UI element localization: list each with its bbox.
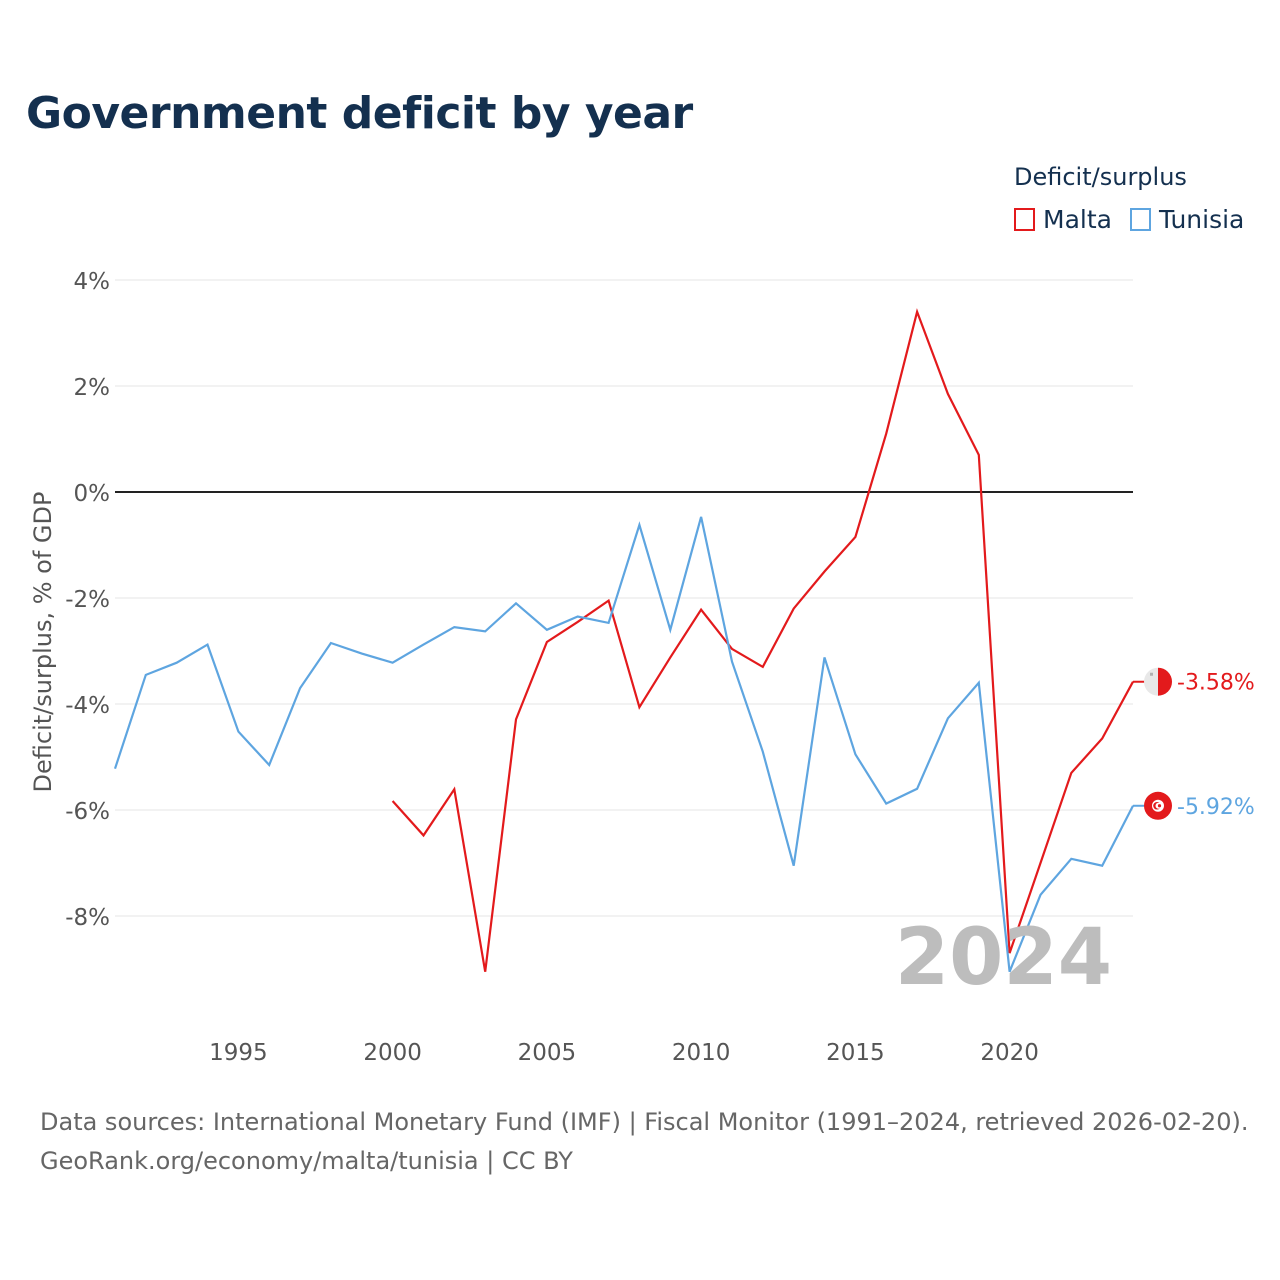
data-point-malta [545, 640, 549, 644]
data-point-malta [1069, 771, 1073, 775]
data-point-tunisia [113, 767, 117, 771]
data-point-tunisia [545, 628, 549, 632]
data-point-tunisia [884, 802, 888, 806]
x-tick-label: 2005 [518, 1040, 577, 1066]
end-label-malta: -3.58% [1177, 671, 1255, 696]
y-tick-label: -6% [65, 799, 110, 825]
series-layer [113, 308, 1134, 974]
legend-swatch-tunisia [1129, 208, 1151, 231]
x-tick-label: 1995 [209, 1040, 268, 1066]
legend-label-tunisia: Tunisia [1158, 205, 1245, 234]
data-point-malta [422, 833, 426, 837]
data-point-malta [576, 620, 580, 624]
data-point-tunisia [144, 673, 148, 677]
data-point-tunisia [1100, 864, 1104, 868]
data-point-malta [761, 665, 765, 669]
data-point-malta [452, 787, 456, 791]
data-point-malta [483, 970, 487, 974]
data-point-tunisia [607, 621, 611, 625]
data-point-tunisia [175, 661, 179, 665]
data-point-malta [668, 655, 672, 659]
series-line-tunisia [113, 516, 1134, 973]
data-point-malta [1039, 861, 1043, 865]
data-point-tunisia [946, 716, 950, 720]
data-point-tunisia [236, 730, 240, 734]
y-axis-label: Deficit/surplus, % of GDP [29, 492, 57, 793]
legend-title: Deficit/surplus [1014, 163, 1187, 191]
series-line-malta [391, 308, 1134, 972]
data-point-tunisia [298, 686, 302, 690]
grid-layer [115, 279, 1133, 917]
data-point-malta [823, 570, 827, 574]
legend: Malta Tunisia [1014, 205, 1244, 234]
data-point-tunisia [422, 643, 426, 647]
year-watermark: 2024 [895, 913, 1112, 1003]
y-tick-label: -8% [65, 905, 110, 931]
data-point-tunisia [915, 787, 919, 791]
tunisia-flag-star [1157, 804, 1162, 808]
data-point-tunisia [329, 641, 333, 645]
data-point-malta [699, 608, 703, 612]
data-point-tunisia [452, 625, 456, 629]
x-tick-label: 2015 [826, 1040, 885, 1066]
data-point-tunisia [1039, 893, 1043, 897]
y-tick-label: -4% [65, 693, 110, 719]
x-tick-label: 2000 [363, 1040, 422, 1066]
data-point-tunisia [514, 601, 518, 605]
footer-sources: Data sources: International Monetary Fun… [40, 1108, 1249, 1136]
data-point-malta [884, 432, 888, 436]
data-point-tunisia [761, 750, 765, 754]
legend-label-malta: Malta [1043, 205, 1112, 234]
data-point-tunisia [576, 615, 580, 619]
data-point-malta [514, 717, 518, 721]
legend-item-malta[interactable]: Malta [1014, 205, 1112, 234]
footer-attribution: GeoRank.org/economy/malta/tunisia | CC B… [40, 1147, 573, 1175]
end-label-tunisia: -5.92% [1177, 795, 1255, 820]
y-tick-label: 2% [74, 375, 111, 401]
data-point-malta [915, 310, 919, 314]
data-point-malta [946, 392, 950, 396]
malta-flag-cross [1150, 672, 1153, 676]
data-point-malta [853, 535, 857, 539]
data-point-tunisia [977, 681, 981, 685]
data-point-tunisia [823, 655, 827, 659]
data-point-malta [977, 453, 981, 457]
x-tick-label: 2020 [980, 1040, 1039, 1066]
data-point-malta [637, 705, 641, 709]
legend-item-tunisia[interactable]: Tunisia [1129, 205, 1245, 234]
label-layer: 2024 -3.58% -5.92% [895, 667, 1255, 1003]
data-point-tunisia [267, 763, 271, 767]
malta-flag-red [1158, 667, 1172, 696]
data-point-tunisia [792, 864, 796, 868]
legend-swatch-malta [1014, 208, 1035, 231]
x-tick-label: 2010 [672, 1040, 731, 1066]
chart-title: Government deficit by year [26, 88, 693, 139]
y-tick-label: -2% [65, 587, 110, 613]
tunisia-flag-icon [1144, 791, 1172, 820]
data-point-malta [792, 607, 796, 611]
data-point-tunisia [360, 652, 364, 656]
data-point-malta [607, 599, 611, 603]
data-point-malta [1100, 737, 1104, 741]
axis-layer: 4% 2% 0% -2% -4% -6% -8% 1995 2000 2005 2010 2015 20… [29, 269, 1039, 1066]
data-point-tunisia [853, 752, 857, 756]
data-point-tunisia [391, 661, 395, 665]
data-point-tunisia [1069, 857, 1073, 861]
malta-flag-icon [1144, 667, 1172, 696]
data-point-tunisia [668, 628, 672, 632]
data-point-tunisia [206, 643, 210, 647]
data-point-tunisia [483, 629, 487, 633]
data-point-tunisia [637, 523, 641, 527]
data-point-malta [391, 799, 395, 803]
data-point-tunisia [730, 660, 734, 664]
y-tick-label: 0% [74, 481, 111, 507]
y-tick-label: 4% [74, 269, 111, 295]
data-point-tunisia [699, 515, 703, 519]
